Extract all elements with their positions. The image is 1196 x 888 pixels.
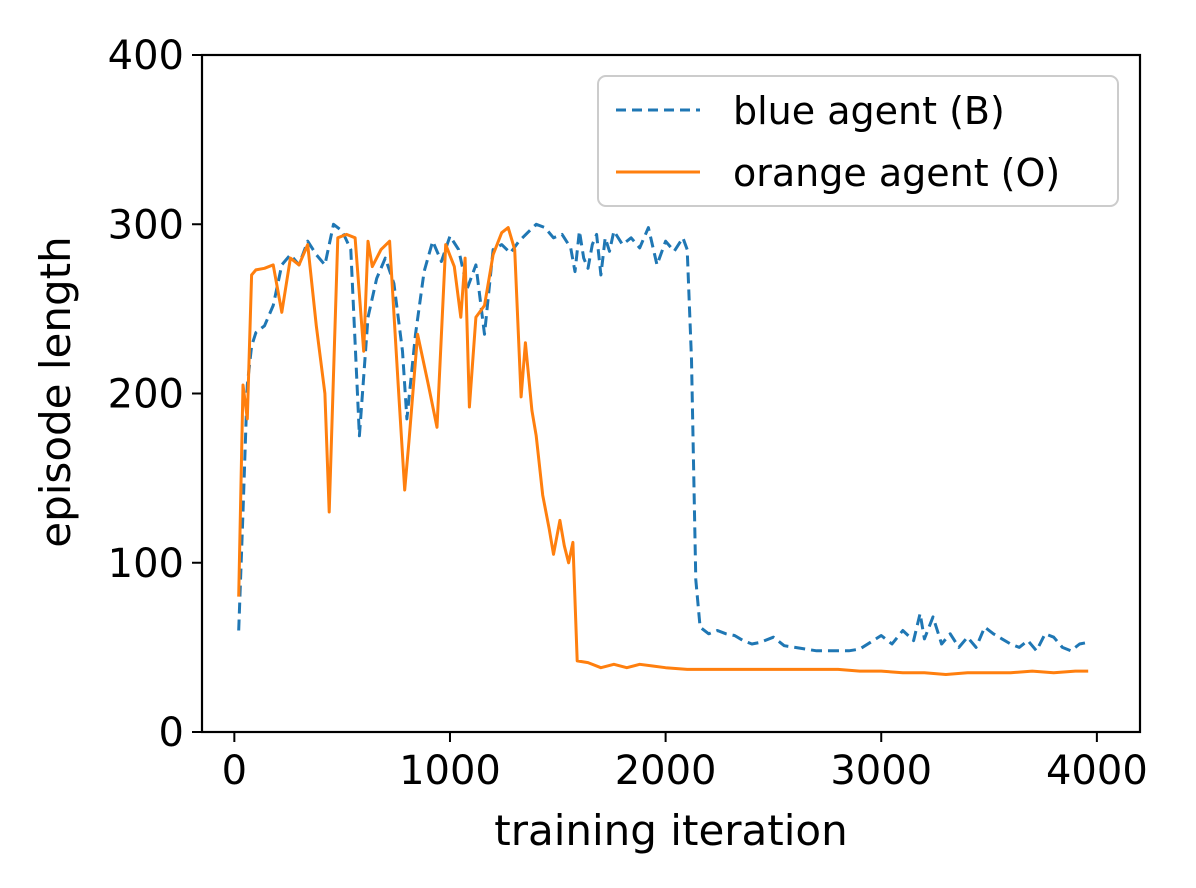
ticks: 0 1000 2000 3000 4000 0 100 200 300 400 bbox=[108, 33, 1148, 794]
x-axis-label: training iteration bbox=[494, 806, 848, 855]
x-tick-label: 3000 bbox=[830, 748, 932, 794]
series-line-orange bbox=[237, 226, 1089, 676]
legend: blue agent (B) orange agent (O) bbox=[597, 75, 1119, 207]
legend-label-orange: orange agent (O) bbox=[733, 151, 1060, 195]
series-lines bbox=[237, 222, 1089, 676]
legend-label-blue: blue agent (B) bbox=[733, 89, 1005, 133]
x-tick-label: 4000 bbox=[1046, 748, 1148, 794]
y-tick-label: 300 bbox=[108, 202, 184, 248]
y-axis-label: episode length bbox=[31, 236, 80, 547]
x-tick-label: 0 bbox=[222, 748, 247, 794]
y-tick-label: 400 bbox=[108, 33, 184, 79]
series-line-blue bbox=[237, 222, 1089, 653]
y-tick-label: 200 bbox=[108, 372, 184, 418]
y-tick-label: 0 bbox=[159, 710, 184, 756]
legend-box bbox=[597, 75, 1119, 207]
x-tick-label: 2000 bbox=[615, 748, 717, 794]
y-tick-label: 100 bbox=[108, 541, 184, 587]
x-tick-label: 1000 bbox=[399, 748, 501, 794]
